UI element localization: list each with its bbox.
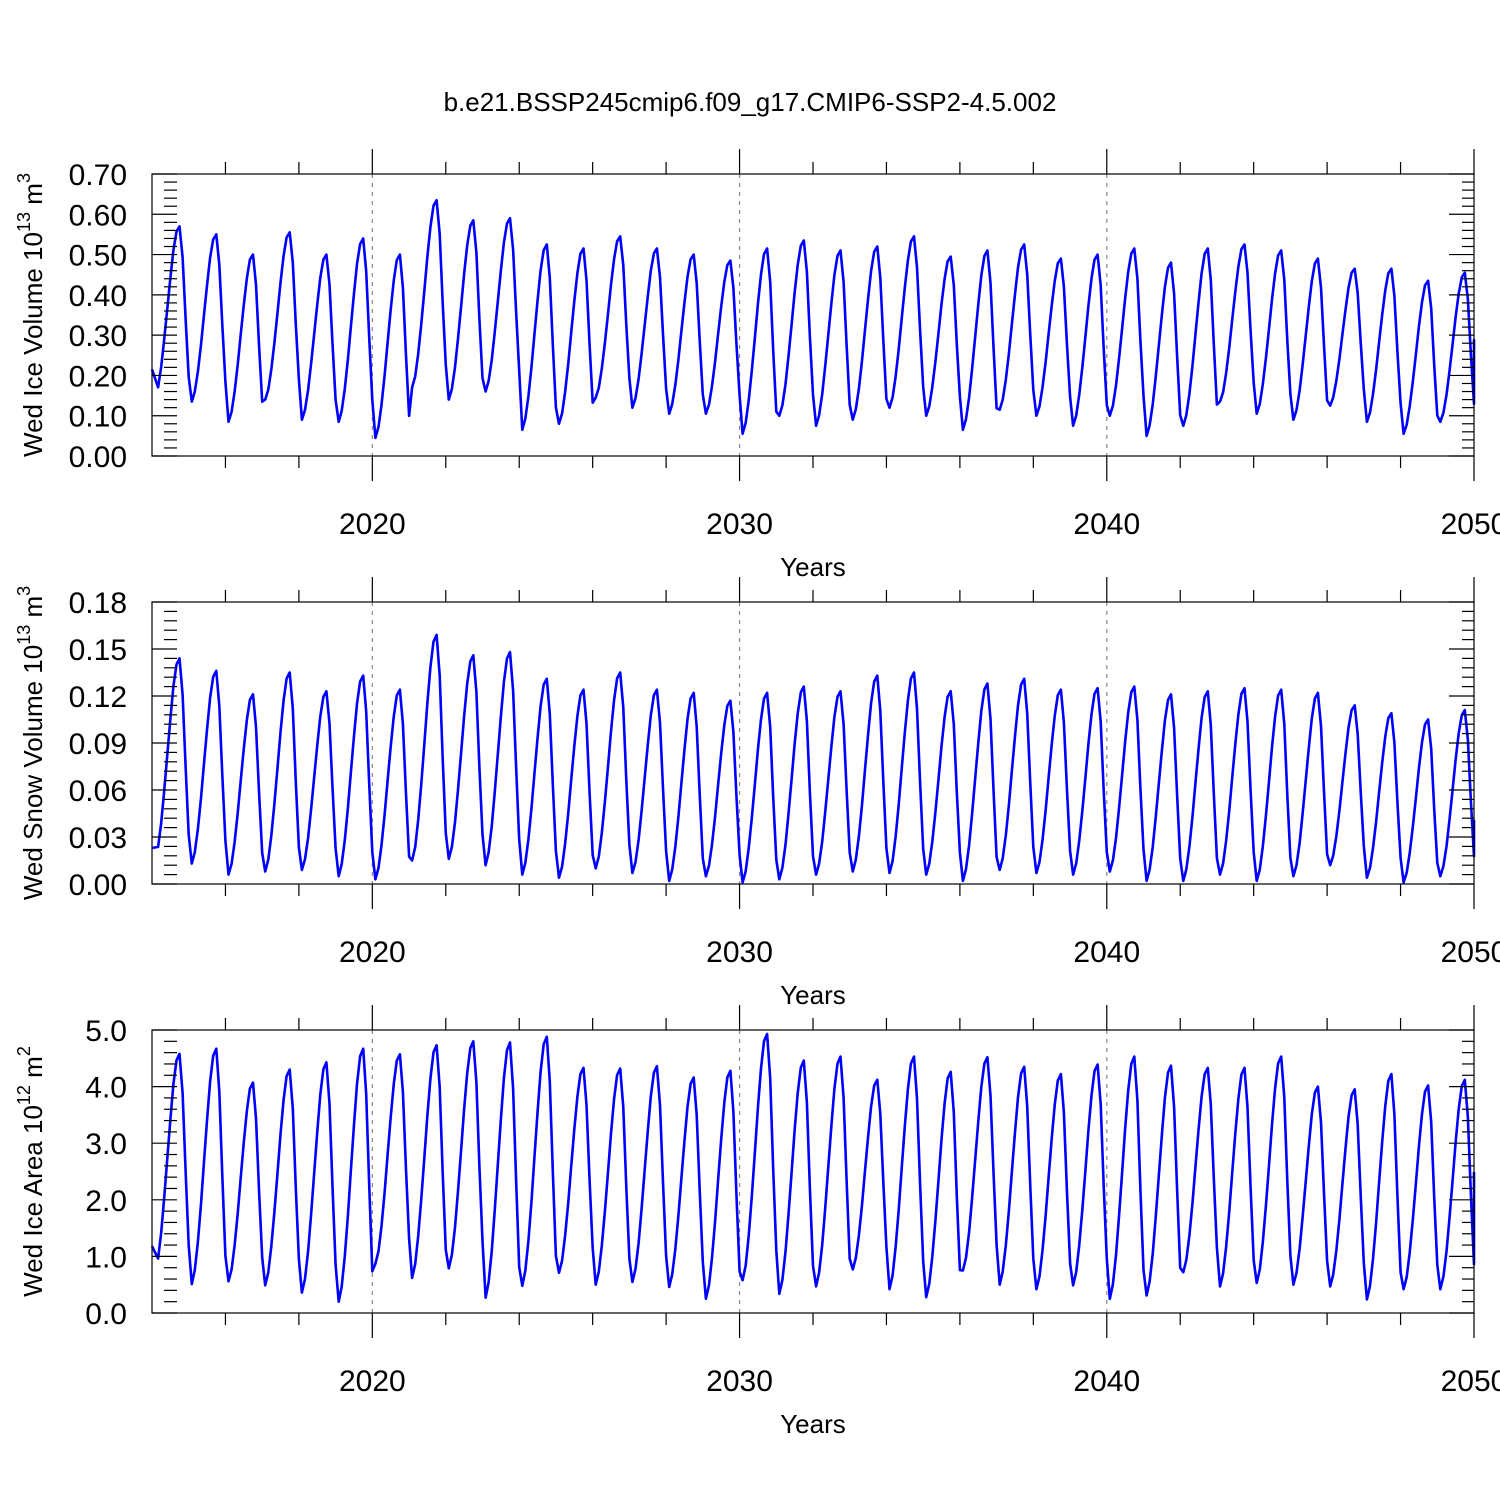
y-tick-label: 0.30 xyxy=(69,320,127,353)
y-tick-label: 0.09 xyxy=(69,728,127,761)
x-axis-label: Years xyxy=(780,980,846,1010)
x-tick-label: 2030 xyxy=(706,1365,773,1398)
x-tick-label: 2040 xyxy=(1073,508,1140,541)
x-tick-label: 2040 xyxy=(1073,936,1140,969)
x-axis-label: Years xyxy=(780,1409,846,1439)
y-tick-label: 1.0 xyxy=(85,1241,127,1274)
y-tick-label: 0.15 xyxy=(69,634,127,667)
x-tick-label: 2040 xyxy=(1073,1365,1140,1398)
y-tick-label: 0.06 xyxy=(69,775,127,808)
x-tick-label: 2050 xyxy=(1441,1365,1500,1398)
y-tick-label: 5.0 xyxy=(85,1015,127,1048)
x-tick-label: 2020 xyxy=(339,1365,406,1398)
plot-frame xyxy=(151,173,1475,457)
y-tick-label: 0.40 xyxy=(69,280,127,313)
y-tick-label: 0.12 xyxy=(69,681,127,714)
y-tick-label: 0.70 xyxy=(69,159,127,192)
y-tick-label: 2.0 xyxy=(85,1185,127,1218)
x-tick-label: 2020 xyxy=(339,936,406,969)
panel-2-ticks: 0.0 1.0 2.0 3.0 4.0 5.0 2020 2030 2040 2050 xyxy=(85,1005,1500,1398)
panel-0-grid xyxy=(371,174,1108,456)
y-axis-label: Wed Ice Volume 1013 m3 xyxy=(14,173,48,457)
series-line-ice-volume xyxy=(150,198,1476,440)
panel-snow-volume: 0.00 0.03 0.06 0.09 0.12 0.15 0.18 2020 2030 2040… xyxy=(14,577,1500,1010)
y-tick-label: 0.0 xyxy=(85,1298,127,1331)
panel-0-ticks: 0.00 0.10 0.20 0.30 0.40 0.50 0.60 0.70 2020 2030… xyxy=(69,149,1500,541)
y-tick-label: 0.50 xyxy=(69,240,127,273)
y-tick-label: 4.0 xyxy=(85,1072,127,1105)
x-tick-label: 2050 xyxy=(1441,936,1500,969)
x-tick-label: 2020 xyxy=(339,508,406,541)
y-tick-label: 3.0 xyxy=(85,1128,127,1161)
series-line-snow-volume xyxy=(151,633,1476,884)
panel-ice-area: 0.0 1.0 2.0 3.0 4.0 5.0 2020 2030 2040 2050 Wed I… xyxy=(14,1005,1500,1439)
y-tick-label: 0.03 xyxy=(69,822,127,855)
y-tick-label: 0.60 xyxy=(69,199,127,232)
y-axis-label: Wed Snow Volume 1013 m3 xyxy=(14,586,48,900)
y-tick-label: 0.10 xyxy=(69,401,127,434)
series-line-ice-area xyxy=(150,1032,1476,1303)
y-tick-label: 0.20 xyxy=(69,360,127,393)
x-tick-label: 2050 xyxy=(1441,508,1500,541)
x-axis-label: Years xyxy=(780,552,846,582)
y-tick-label: 0.00 xyxy=(69,441,127,474)
chart-title: b.e21.BSSP245cmip6.f09_g17.CMIP6-SSP2-4.… xyxy=(444,87,1057,117)
panel-1-ticks: 0.00 0.03 0.06 0.09 0.12 0.15 0.18 2020 2030 2040… xyxy=(69,577,1500,969)
x-tick-label: 2030 xyxy=(706,508,773,541)
y-tick-label: 0.18 xyxy=(69,587,127,620)
panel-ice-volume: 0.00 0.10 0.20 0.30 0.40 0.50 0.60 0.70 2020 2030… xyxy=(14,149,1500,582)
x-tick-label: 2030 xyxy=(706,936,773,969)
y-tick-label: 0.00 xyxy=(69,869,127,902)
y-axis-label: Wed Ice Area 1012 m2 xyxy=(14,1046,48,1297)
